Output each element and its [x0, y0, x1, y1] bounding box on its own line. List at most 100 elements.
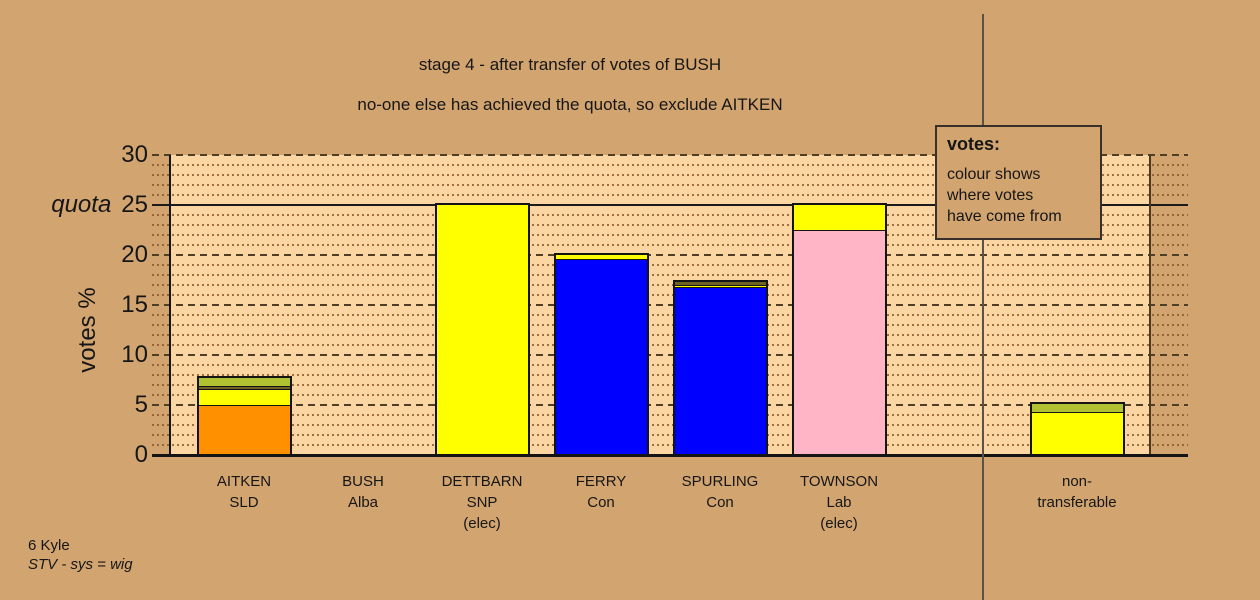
bar-segment-pink	[793, 230, 885, 455]
minor-gridline	[152, 274, 1188, 276]
minor-gridline	[152, 314, 1188, 316]
x-label-spurling: SPURLING Con	[645, 471, 795, 513]
x-label-bush: BUSH Alba	[288, 471, 438, 513]
minor-gridline	[152, 214, 1188, 216]
y-tick-label: 30	[0, 141, 148, 169]
chart-subtitle: no-one else has achieved the quota, so e…	[357, 95, 783, 114]
x-label-line: (elec)	[463, 515, 501, 532]
y-tick-value: 25	[121, 191, 148, 218]
minor-gridline	[152, 344, 1188, 346]
minor-gridline	[152, 364, 1188, 366]
non-transferable-divider-line	[982, 14, 984, 600]
x-label-line: non-	[1061, 473, 1093, 490]
y-axis-line	[169, 155, 171, 456]
x-label-line: Con	[587, 494, 615, 511]
major-gridline	[152, 154, 1188, 156]
bar-segment-yellow	[793, 205, 885, 230]
x-label-aitken: AITKEN SLD	[169, 471, 319, 513]
y-tick-label: 0	[0, 441, 148, 469]
minor-gridline	[152, 374, 1188, 376]
minor-gridline	[152, 164, 1188, 166]
x-label-line: Alba	[347, 494, 379, 511]
bar-segment-yellow	[1031, 412, 1123, 455]
bar-townson	[791, 203, 887, 455]
minor-gridline	[152, 434, 1188, 436]
x-label-line: SLD	[229, 494, 259, 511]
footer-system-note: STV - sys = wig	[28, 556, 133, 573]
bar-segment-yellow	[674, 285, 766, 287]
x-label-townson: TOWNSON Lab (elec)	[764, 471, 914, 534]
bar-segment-blue	[674, 286, 766, 455]
major-gridline	[152, 254, 1188, 256]
x-label-line: DETTBARN	[441, 473, 523, 490]
plot-right-edge	[1149, 155, 1151, 455]
minor-gridline	[152, 244, 1188, 246]
x-label-line: SNP	[466, 494, 498, 511]
bar-segment-yellow	[436, 205, 528, 455]
y-tick-label: 5	[0, 391, 148, 419]
y-tick-value: 0	[134, 441, 148, 468]
legend-line: colour shows	[947, 166, 1041, 183]
legend-title: votes:	[947, 134, 1001, 154]
major-gridline	[152, 304, 1188, 306]
y-tick-label: 20	[0, 241, 148, 269]
quota-line	[152, 204, 1188, 206]
legend-line: have come from	[947, 208, 1062, 225]
x-axis-line	[152, 454, 1188, 457]
x-label-line: transferable	[1037, 494, 1117, 511]
minor-gridline	[152, 174, 1188, 176]
footer-constituency: 6 Kyle	[28, 537, 70, 554]
y-tick-label: quota 25	[0, 191, 148, 219]
bar-segment-yellow	[555, 255, 647, 259]
minor-gridline	[152, 294, 1188, 296]
x-label-line: SPURLING	[681, 473, 759, 490]
minor-gridline	[152, 284, 1188, 286]
legend-line: where votes	[947, 187, 1034, 204]
bar-segment-yellowgreen	[198, 378, 290, 386]
bar-segment-olive	[198, 385, 290, 389]
x-label-line: Con	[706, 494, 734, 511]
x-label-line: AITKEN	[216, 473, 272, 490]
bar-dettbarn	[434, 203, 530, 455]
minor-gridline	[152, 324, 1188, 326]
minor-gridline	[152, 264, 1188, 266]
bar-segment-orange	[198, 405, 290, 455]
y-tick-value: 5	[134, 391, 148, 418]
minor-gridline	[152, 414, 1188, 416]
major-gridline	[152, 404, 1188, 406]
x-label-line: BUSH	[342, 473, 384, 490]
minor-gridline	[152, 444, 1188, 446]
y-tick-value: 15	[121, 291, 148, 318]
x-label-line: Lab	[826, 494, 852, 511]
y-tick-label: 10	[0, 341, 148, 369]
bar-segment-yellowgreen	[1031, 404, 1123, 412]
minor-gridline	[152, 184, 1188, 186]
bar-segment-olive	[674, 282, 766, 285]
bar-aitken	[196, 376, 292, 455]
x-label-line: (elec)	[820, 515, 858, 532]
minor-gridline	[152, 234, 1188, 236]
minor-gridline	[152, 224, 1188, 226]
minor-gridline	[152, 384, 1188, 386]
minor-gridline	[152, 394, 1188, 396]
x-label-non-: non-transferable	[1002, 471, 1152, 513]
y-tick-label: 15	[0, 291, 148, 319]
minor-gridline	[152, 194, 1188, 196]
y-tick-value: 30	[121, 141, 148, 168]
y-tick-value: 20	[121, 241, 148, 268]
legend-box: votes: colour shows where votes have com…	[935, 125, 1102, 240]
bar-segment-blue	[555, 259, 647, 455]
x-label-line: TOWNSON	[799, 473, 879, 490]
y-axis-title: votes %	[74, 287, 101, 373]
major-gridline	[152, 354, 1188, 356]
bar-segment-yellow	[198, 389, 290, 405]
quota-label: quota	[51, 191, 112, 218]
x-label-ferry: FERRY Con	[526, 471, 676, 513]
minor-gridline	[152, 424, 1188, 426]
bar-spurling	[672, 280, 768, 455]
y-tick-value: 10	[121, 341, 148, 368]
minor-gridline	[152, 334, 1188, 336]
chart-title: stage 4 - after transfer of votes of BUS…	[418, 55, 722, 74]
x-label-line: FERRY	[575, 473, 627, 490]
